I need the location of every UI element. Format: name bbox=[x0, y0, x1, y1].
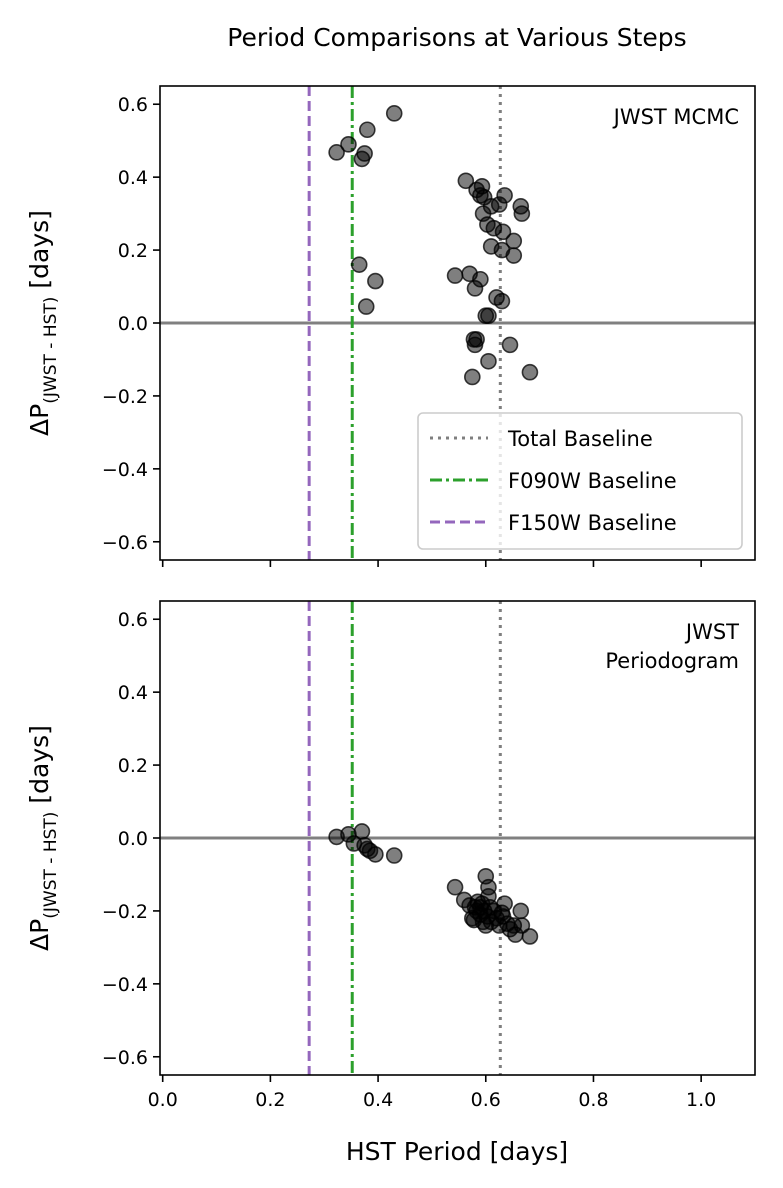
data-point bbox=[480, 352, 497, 370]
data-point bbox=[357, 298, 375, 315]
y-tick-label: −0.2 bbox=[102, 901, 148, 923]
data-point bbox=[446, 267, 464, 284]
data-point bbox=[505, 247, 523, 264]
y-tick-label: 0.2 bbox=[118, 240, 148, 262]
data-point bbox=[501, 336, 519, 354]
data-point bbox=[513, 205, 531, 222]
data-point bbox=[359, 121, 376, 139]
data-point bbox=[521, 363, 539, 381]
data-point bbox=[466, 280, 484, 297]
y-label-unit: [days] bbox=[25, 210, 54, 289]
legend-box bbox=[417, 412, 743, 550]
figure-title: Period Comparisons at Various Steps bbox=[227, 23, 686, 52]
y-tick-label: 0.6 bbox=[118, 609, 148, 631]
y-label-symbol: ΔP bbox=[25, 919, 54, 951]
data-point bbox=[457, 172, 475, 190]
data-point bbox=[521, 928, 539, 945]
data-point bbox=[494, 223, 512, 241]
y-axis-label: ΔP(JWST - HST) [days] bbox=[25, 725, 61, 951]
x-tick-label: 0.0 bbox=[148, 1089, 178, 1111]
data-point bbox=[328, 144, 345, 161]
data-point bbox=[512, 902, 530, 920]
x-tick-label: 0.6 bbox=[471, 1089, 501, 1111]
y-tick-label: 0.0 bbox=[118, 313, 148, 335]
data-point bbox=[496, 895, 513, 912]
y-tick-label: 0.6 bbox=[118, 94, 148, 116]
data-point bbox=[480, 307, 497, 325]
panel-annotation: JWST bbox=[684, 620, 739, 644]
y-tick-label: 0.0 bbox=[118, 828, 148, 850]
data-point bbox=[385, 105, 403, 122]
data-point bbox=[480, 878, 497, 896]
y-tick-label: 0.4 bbox=[118, 167, 148, 189]
y-axis-label: ΔP(JWST - HST) [days] bbox=[25, 210, 61, 436]
data-point bbox=[340, 136, 357, 153]
y-tick-label: −0.6 bbox=[102, 532, 148, 554]
panel-jwst-periodogram: −0.6 −0.4 −0.2 0.0 0.2 0.4 0.6 0.0 0.2 0.4 0.6 0.8 1… bbox=[25, 600, 756, 1111]
data-point bbox=[464, 368, 481, 386]
data-point bbox=[353, 823, 371, 840]
y-tick-label: −0.4 bbox=[102, 459, 148, 481]
legend: Total Baseline F090W Baseline F150W Baseli… bbox=[417, 412, 743, 550]
y-tick-label: −0.4 bbox=[102, 974, 148, 996]
legend-label: Total Baseline bbox=[507, 427, 653, 451]
y-label-subscript: (JWST - HST) bbox=[41, 297, 61, 404]
data-point bbox=[513, 917, 531, 934]
data-point bbox=[446, 878, 464, 896]
x-tick-label: 0.8 bbox=[578, 1089, 608, 1111]
x-tick-label: 0.2 bbox=[255, 1089, 285, 1111]
data-point bbox=[465, 911, 483, 929]
y-tick-label: 0.4 bbox=[118, 682, 148, 704]
y-label-symbol: ΔP bbox=[25, 404, 54, 436]
data-point bbox=[367, 272, 384, 290]
y-tick-label: 0.2 bbox=[118, 755, 148, 777]
y-tick-label: −0.6 bbox=[102, 1047, 148, 1069]
x-tick-label: 0.4 bbox=[363, 1089, 393, 1111]
data-point bbox=[350, 256, 368, 273]
legend-label: F090W Baseline bbox=[508, 469, 677, 493]
data-point bbox=[468, 331, 485, 348]
data-point bbox=[385, 847, 403, 864]
x-tick-label: 1.0 bbox=[686, 1089, 716, 1111]
y-label-subscript: (JWST - HST) bbox=[41, 812, 61, 919]
x-axis-label: HST Period [days] bbox=[346, 1137, 568, 1166]
legend-label: F150W Baseline bbox=[508, 511, 677, 535]
panel-annotation: JWST MCMC bbox=[612, 105, 739, 129]
data-point bbox=[493, 292, 511, 310]
data-point bbox=[367, 846, 384, 863]
data-point bbox=[490, 196, 508, 213]
y-tick-label: −0.2 bbox=[102, 386, 148, 408]
panel-jwst-mcmc: −0.6 −0.4 −0.2 0.0 0.2 0.4 0.6 ΔP(JWST - HST) [d… bbox=[25, 85, 756, 567]
panel-annotation: Periodogram bbox=[605, 649, 739, 673]
data-point bbox=[356, 145, 373, 162]
y-label-unit: [days] bbox=[25, 725, 54, 804]
